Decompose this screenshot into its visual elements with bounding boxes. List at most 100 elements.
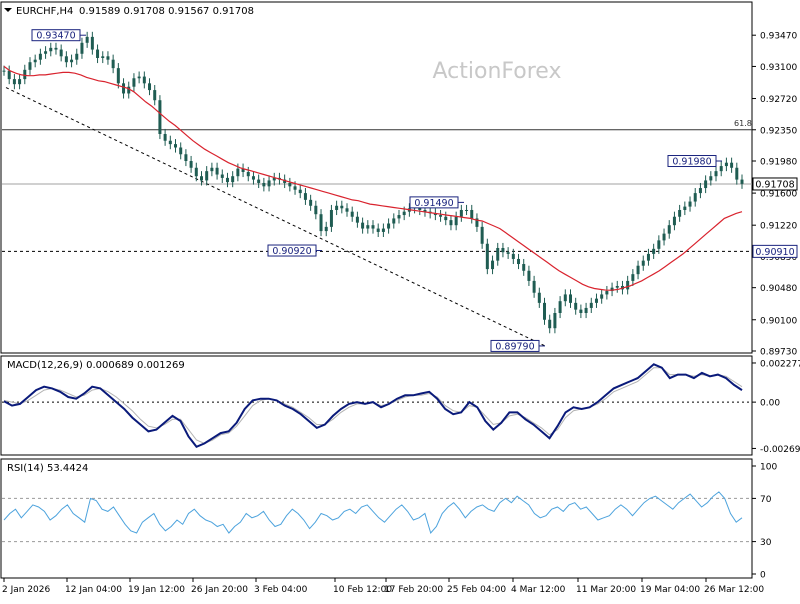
candle-body xyxy=(153,90,157,101)
x-axis-tick-label: 11 Mar 20:00 xyxy=(576,585,636,595)
trendline xyxy=(5,87,546,347)
candle-body xyxy=(454,216,458,226)
price-axis-tick-label: 0.91980 xyxy=(760,158,797,168)
price-axis-tick-label: 0.92720 xyxy=(760,95,797,105)
candle-body xyxy=(433,213,437,216)
candle-body xyxy=(137,76,141,79)
candle-body xyxy=(636,265,640,275)
candle-body xyxy=(199,176,203,181)
candle-body xyxy=(12,79,16,85)
candle-body xyxy=(90,36,94,50)
candle-body xyxy=(158,100,162,134)
candle-body xyxy=(361,222,365,229)
candle-body xyxy=(574,302,578,310)
header-dropdown-icon[interactable] xyxy=(4,8,12,12)
candle-body xyxy=(704,180,708,189)
candle-body xyxy=(225,177,229,183)
rsi-axis-tick-label: 70 xyxy=(760,495,772,505)
candle-body xyxy=(376,228,380,232)
candle-body xyxy=(449,220,453,226)
candle-body xyxy=(485,243,489,270)
candle-body xyxy=(293,186,297,190)
price-axis-tick-label: 0.91600 xyxy=(760,190,797,200)
candle-body xyxy=(335,205,339,210)
candle-body xyxy=(615,285,619,288)
candle-body xyxy=(517,258,521,265)
x-axis-tick-label: 3 Feb 04:00 xyxy=(254,585,308,595)
candle-body xyxy=(340,205,344,209)
candle-body xyxy=(28,62,32,70)
candle-body xyxy=(205,171,209,181)
candle-body xyxy=(387,223,391,229)
rsi-axis-tick-label: 30 xyxy=(760,538,772,548)
candle-body xyxy=(174,144,178,148)
rsi-panel-frame xyxy=(0,458,753,579)
candle-body xyxy=(470,209,474,219)
candle-body xyxy=(589,302,593,308)
price-axis-tick-label: 0.93470 xyxy=(760,32,797,42)
macd-axis-tick-label: 0.002277 xyxy=(760,359,800,369)
candle-body xyxy=(652,248,656,254)
candle-body xyxy=(459,209,463,217)
fib-level-label: 61.8 xyxy=(734,119,752,128)
candle-body xyxy=(719,166,723,172)
candle-body xyxy=(678,209,682,217)
candle-body xyxy=(543,302,547,320)
candle-body xyxy=(298,189,302,194)
candle-body xyxy=(355,216,359,223)
candle-body xyxy=(506,252,510,254)
candle-body xyxy=(23,69,27,80)
candle-body xyxy=(38,53,42,60)
price-axis-tick-label: 0.91220 xyxy=(760,222,797,232)
candle-body xyxy=(465,209,469,211)
candle-body xyxy=(345,208,349,212)
candle-body xyxy=(522,264,526,271)
candle-body xyxy=(2,70,6,72)
candle-body xyxy=(231,176,235,183)
candle-body xyxy=(303,193,307,200)
candle-body xyxy=(246,171,250,177)
candle-body xyxy=(272,177,276,181)
x-axis-tick-label: 10 Feb 12:00 xyxy=(333,585,392,595)
candle-body xyxy=(283,179,287,183)
candle-body xyxy=(402,211,406,216)
candle-body xyxy=(267,180,271,187)
candle-body xyxy=(64,56,68,63)
macd-axis-tick-label: 0.00 xyxy=(760,399,780,409)
candle-body xyxy=(324,226,328,232)
candle-body xyxy=(527,270,531,281)
candle-body xyxy=(475,218,479,227)
macd-line xyxy=(3,363,743,449)
candle-body xyxy=(657,240,661,249)
candle-body xyxy=(568,294,572,303)
price-axis-tick-label: 0.92350 xyxy=(760,126,797,136)
candle-body xyxy=(740,179,744,184)
candle-body xyxy=(444,216,448,221)
price-axis-tick-label: 0.89730 xyxy=(760,348,797,358)
candle-body xyxy=(491,260,495,270)
candle-body xyxy=(194,167,198,177)
candle-body xyxy=(688,201,692,207)
price-axis-tick-label: 0.90480 xyxy=(760,284,797,294)
rsi-axis-tick-label: 0 xyxy=(760,571,766,581)
candle-body xyxy=(714,171,718,177)
candle-body xyxy=(672,216,676,226)
x-axis-tick-label: 19 Mar 04:00 xyxy=(640,585,700,595)
candle-body xyxy=(553,313,557,329)
price-header-symbol: EURCHF,H4 xyxy=(16,6,73,17)
candle-body xyxy=(631,274,635,281)
candle-body xyxy=(563,294,567,302)
rsi-title: RSI(14) 53.4424 xyxy=(7,463,88,474)
price-annotation-label: 0.91980 xyxy=(672,157,711,168)
watermark: ActionForex xyxy=(433,59,562,84)
x-axis-tick-label: 25 Feb 04:00 xyxy=(447,585,506,595)
candle-body xyxy=(626,280,630,290)
candle-body xyxy=(54,47,58,50)
candle-body xyxy=(215,167,219,175)
price-annotation-label: 0.89790 xyxy=(495,341,534,352)
price-annotation-label: 0.90920 xyxy=(272,246,311,257)
x-axis-tick-label: 12 Jan 04:00 xyxy=(65,585,122,595)
candle-body xyxy=(350,211,354,217)
current-price-tag: 0.91708 xyxy=(755,179,794,190)
